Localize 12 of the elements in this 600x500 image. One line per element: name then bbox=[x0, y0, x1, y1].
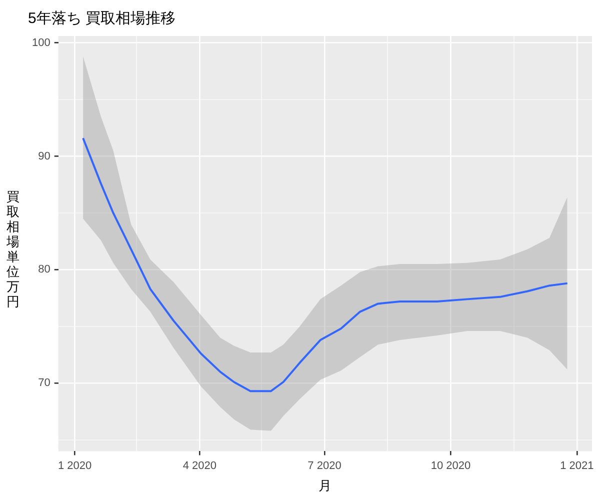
x-tick-label: 1 2020 bbox=[58, 460, 92, 472]
chart-title: 5年落ち 買取相場推移 bbox=[28, 10, 176, 28]
x-tick-label: 10 2020 bbox=[430, 460, 471, 472]
x-axis-title: 月 bbox=[318, 478, 332, 493]
y-tick-label: 100 bbox=[32, 36, 50, 49]
y-tick-label: 80 bbox=[38, 264, 50, 276]
x-tick-label: 4 2020 bbox=[182, 460, 216, 472]
x-tick-label: 1 2021 bbox=[560, 460, 594, 472]
y-tick-label: 90 bbox=[38, 150, 50, 162]
y-axis-title: 買取相場単位万円 bbox=[6, 190, 20, 310]
y-tick-label: 70 bbox=[38, 377, 50, 390]
x-tick-label: 7 2020 bbox=[308, 460, 342, 472]
